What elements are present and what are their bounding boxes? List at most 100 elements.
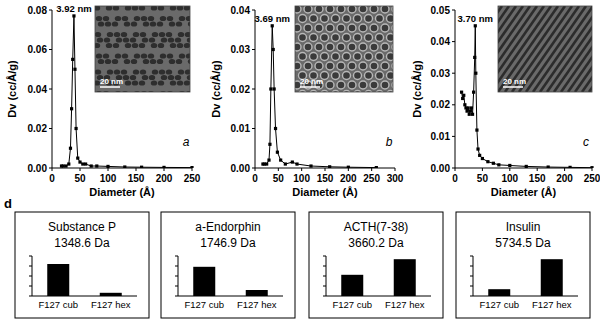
data-point bbox=[471, 113, 474, 116]
x-tick-label: 250 bbox=[184, 173, 201, 184]
inset-pore bbox=[177, 6, 183, 11]
inset-pore bbox=[326, 24, 334, 32]
inset-pore bbox=[158, 43, 164, 48]
x-tick bbox=[395, 168, 396, 171]
peak-annotation: 3.70 nm bbox=[458, 13, 493, 24]
data-point bbox=[71, 58, 74, 61]
inset-pore bbox=[343, 72, 351, 80]
inset-pore bbox=[370, 81, 378, 89]
y-tick-label: 0.00 bbox=[28, 163, 48, 174]
plot-area bbox=[488, 259, 563, 296]
inset-pore bbox=[179, 53, 185, 58]
data-point bbox=[81, 162, 84, 165]
tem-inset bbox=[295, 6, 393, 92]
data-point bbox=[475, 128, 478, 131]
inset-pore bbox=[115, 53, 121, 58]
x-tick-label: 150 bbox=[128, 173, 145, 184]
inset-pore bbox=[348, 81, 356, 89]
inset-pore bbox=[124, 59, 130, 64]
x-axis-label: Diameter (Å) bbox=[292, 186, 358, 198]
data-point bbox=[472, 91, 475, 94]
x-tick-label: 0 bbox=[49, 173, 55, 184]
inset-pore bbox=[121, 32, 127, 37]
inset-pore bbox=[115, 16, 121, 21]
inset-pore bbox=[326, 62, 334, 70]
inset-pore bbox=[98, 21, 104, 26]
inset-pore bbox=[123, 37, 129, 42]
inset-pore bbox=[337, 6, 345, 13]
y-axis-label: Dv (cc/Å/g) bbox=[6, 60, 18, 118]
inset-pore bbox=[97, 37, 103, 42]
bar bbox=[100, 293, 122, 296]
inset-pore bbox=[337, 43, 345, 51]
inset-pore bbox=[139, 43, 145, 48]
data-point bbox=[78, 160, 81, 163]
inset-pore bbox=[376, 34, 384, 42]
inset-pore bbox=[326, 81, 334, 89]
bar bbox=[394, 259, 416, 296]
data-point bbox=[95, 164, 98, 167]
y-tick bbox=[49, 89, 52, 90]
inset-pore bbox=[167, 16, 173, 21]
data-point bbox=[463, 103, 466, 106]
y-axis-label: Dv (cc/Å/g) bbox=[210, 60, 222, 118]
x-tick bbox=[592, 168, 593, 171]
chart-box bbox=[309, 212, 443, 318]
y-tick bbox=[29, 256, 32, 257]
inset-pore bbox=[121, 69, 127, 74]
y-tick-label: 0.01 bbox=[231, 123, 251, 134]
inset-pore bbox=[114, 69, 120, 74]
inset-pore bbox=[381, 62, 389, 70]
inset-pore bbox=[167, 53, 173, 58]
data-point bbox=[67, 162, 70, 165]
data-point bbox=[268, 143, 271, 146]
inset-pore bbox=[376, 53, 384, 61]
peak-annotation: 3.69 nm bbox=[255, 13, 290, 24]
inset-pore bbox=[95, 69, 101, 74]
y-tick bbox=[452, 104, 455, 105]
inset-pore bbox=[158, 80, 164, 85]
bar bbox=[246, 290, 268, 296]
x-tick-label: F127 hex bbox=[237, 299, 277, 310]
data-point bbox=[90, 164, 93, 167]
inset-pore bbox=[315, 43, 323, 51]
inset-pore bbox=[161, 37, 167, 42]
inset-pore bbox=[148, 53, 154, 58]
inset-pore bbox=[106, 6, 112, 11]
data-point bbox=[162, 166, 165, 168]
x-tick-label: F127 cub bbox=[38, 299, 78, 310]
inset-pore bbox=[96, 53, 102, 58]
inset-pore bbox=[381, 81, 389, 89]
inset-pore bbox=[168, 75, 174, 80]
y-tick bbox=[175, 256, 178, 257]
y-tick-label: 0.01 bbox=[431, 131, 451, 142]
data-point bbox=[525, 165, 528, 168]
y-tick bbox=[452, 73, 455, 74]
data-point bbox=[291, 160, 294, 163]
inset-pore bbox=[370, 43, 378, 51]
inset-pore bbox=[168, 37, 174, 42]
plot-area bbox=[460, 24, 594, 168]
inset-pore bbox=[178, 69, 184, 74]
inset-pore bbox=[359, 6, 367, 13]
inset-pore bbox=[143, 59, 149, 64]
y-tick bbox=[470, 276, 473, 277]
inset-pore bbox=[186, 16, 190, 21]
data-line bbox=[263, 26, 376, 168]
y-tick bbox=[323, 266, 326, 267]
data-point bbox=[309, 164, 312, 167]
inset-pore bbox=[150, 59, 156, 64]
data-point bbox=[72, 14, 75, 17]
inset-pore bbox=[177, 80, 183, 85]
x-tick-label: F127 cub bbox=[332, 299, 372, 310]
chart-box bbox=[161, 212, 295, 318]
inset-pore bbox=[125, 43, 131, 48]
inset-channel bbox=[554, 6, 592, 92]
x-tick bbox=[278, 168, 279, 171]
inset-pore bbox=[170, 80, 176, 85]
y-tick bbox=[252, 49, 255, 50]
y-tick-label: 0.00 bbox=[231, 163, 251, 174]
y-tick-label: 0.04 bbox=[431, 36, 451, 47]
data-point bbox=[481, 157, 484, 160]
inset-pore bbox=[125, 80, 131, 85]
